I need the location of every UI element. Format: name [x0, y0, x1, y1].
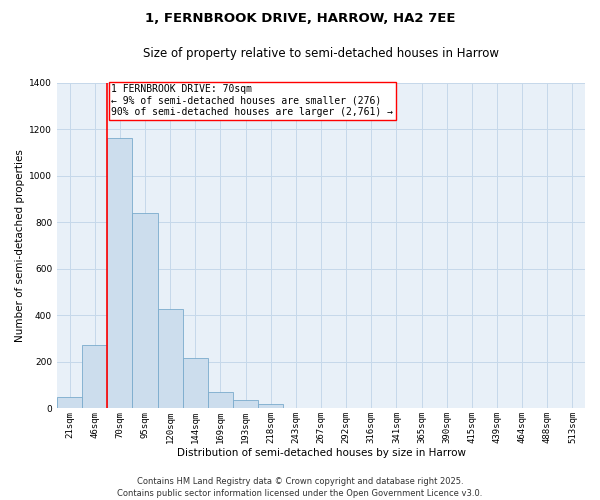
Y-axis label: Number of semi-detached properties: Number of semi-detached properties [15, 149, 25, 342]
Bar [258, 404, 283, 408]
Bar [133, 213, 158, 408]
Text: Contains HM Land Registry data © Crown copyright and database right 2025.
Contai: Contains HM Land Registry data © Crown c… [118, 476, 482, 498]
Title: Size of property relative to semi-detached houses in Harrow: Size of property relative to semi-detach… [143, 48, 499, 60]
Bar [82, 346, 107, 408]
Text: 1, FERNBROOK DRIVE, HARROW, HA2 7EE: 1, FERNBROOK DRIVE, HARROW, HA2 7EE [145, 12, 455, 26]
Bar [183, 358, 208, 408]
Bar [57, 396, 82, 408]
Bar [208, 392, 233, 408]
Bar [158, 310, 183, 408]
Text: 1 FERNBROOK DRIVE: 70sqm
← 9% of semi-detached houses are smaller (276)
90% of s: 1 FERNBROOK DRIVE: 70sqm ← 9% of semi-de… [111, 84, 393, 117]
Bar [107, 138, 133, 408]
Bar [233, 400, 258, 408]
X-axis label: Distribution of semi-detached houses by size in Harrow: Distribution of semi-detached houses by … [176, 448, 466, 458]
